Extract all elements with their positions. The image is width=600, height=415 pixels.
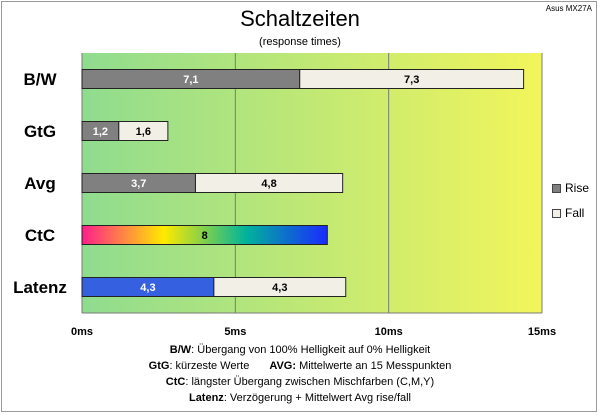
brand-label: Asus MX27A: [545, 4, 592, 13]
bar-label-fall: 4,3: [272, 282, 287, 294]
bar-fall-Latenz: [213, 277, 347, 297]
note-bw-text: : Übergang von 100% Helligkeit auf 0% He…: [191, 344, 431, 356]
notes-block: B/W: Übergang von 100% Helligkeit auf 0%…: [0, 342, 600, 406]
bar-label-rise: 1,2: [93, 126, 108, 138]
x-tick-label: 0ms: [71, 326, 93, 338]
y-category-label: Latenz: [13, 278, 67, 297]
bar-label-fall: 1,6: [136, 126, 151, 138]
y-category-label: GtG: [24, 122, 56, 141]
bar-label-fall: 7,3: [404, 74, 419, 86]
note-latenz-key: Latenz: [188, 392, 224, 404]
x-tick-label: 5ms: [224, 326, 246, 338]
x-tick-label: 15ms: [528, 326, 556, 338]
chart-subtitle: (response times): [259, 36, 341, 48]
legend-rise: Rise: [552, 181, 589, 195]
bar-label-rise: 8: [202, 230, 208, 242]
note-bw-key: B/W: [169, 344, 192, 356]
bar-fall-Avg: [194, 173, 344, 193]
bar-fall-B/W: [299, 69, 525, 89]
note-gtg-text: : kürzeste Werte: [169, 360, 250, 372]
y-category-label: B/W: [23, 70, 57, 89]
note-avg-key: AVG:: [269, 360, 297, 372]
note-gtg-avg: GtG: kürzeste Werte AVG: Mittelwerte an 1…: [0, 358, 600, 374]
legend-fall: Fall: [552, 206, 584, 220]
x-tick-label: 10ms: [375, 326, 403, 338]
bar-label-rise: 7,1: [183, 74, 198, 86]
y-category-label: Avg: [24, 174, 56, 193]
note-avg-text: Mittelwerte an 15 Messpunkten: [296, 360, 452, 372]
note-ctc-text: : längster Übergang zwischen Mischfarben…: [185, 376, 435, 388]
note-latenz: Latenz: Verzögerung + Mittelwert Avg ris…: [0, 390, 600, 406]
legend-fall-label: Fall: [565, 206, 585, 220]
bar-fall-GtG: [118, 121, 169, 141]
bar-label-rise: 3,7: [131, 178, 146, 190]
legend-fall-swatch: [552, 208, 561, 218]
bar-label-fall: 4,8: [261, 178, 276, 190]
bar-rise-CtC: [81, 225, 328, 245]
note-ctc: CtC: längster Übergang zwischen Mischfar…: [0, 374, 600, 390]
note-latenz-text: : Verzögerung + Mittelwert Avg rise/fall: [223, 392, 412, 404]
chart-title: Schaltzeiten: [240, 6, 360, 31]
note-bw: B/W: Übergang von 100% Helligkeit auf 0%…: [0, 342, 600, 358]
y-category-label: CtC: [25, 226, 55, 245]
bar-label-rise: 4,3: [140, 282, 155, 294]
legend-rise-swatch: [552, 183, 561, 193]
note-gtg-key: GtG: [148, 360, 170, 372]
note-ctc-key: CtC: [165, 376, 186, 388]
legend-rise-label: Rise: [565, 181, 590, 195]
